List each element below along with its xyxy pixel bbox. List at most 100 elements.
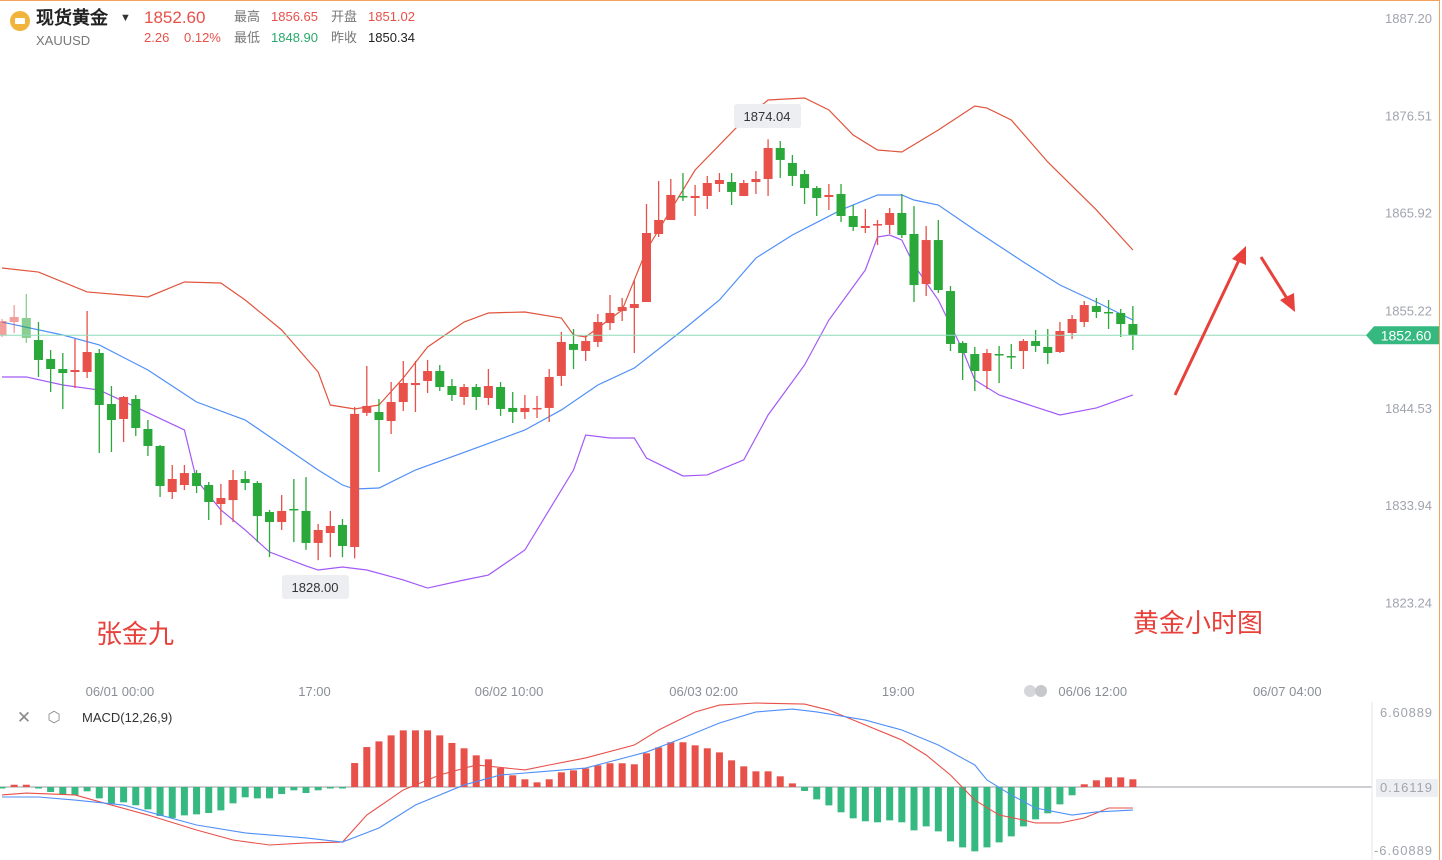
chevron-down-icon[interactable]: ▼: [120, 12, 131, 24]
candle: [265, 509, 275, 558]
candle-body: [678, 195, 688, 198]
macd-title: MACD(12,26,9): [82, 710, 173, 725]
macd-histogram-bar: [326, 787, 334, 789]
macd-histogram-bar: [788, 783, 796, 787]
candle-body: [33, 340, 43, 360]
candle-body: [374, 411, 384, 421]
price-change-pct: 0.12%: [184, 30, 221, 45]
candle-body: [824, 194, 834, 197]
macd-histogram-bar: [302, 787, 310, 794]
last-price-tag-label: 1852.60: [1381, 327, 1432, 343]
candle: [958, 341, 968, 380]
macd-histogram-bar: [1056, 787, 1064, 805]
low-marker: 1828.00: [282, 575, 349, 599]
macd-histogram-bar: [266, 787, 274, 799]
candle: [605, 294, 615, 330]
candle: [654, 180, 664, 238]
prev-close-value: 1850.34: [368, 30, 415, 45]
time-tick-label: 06/07 04:00: [1253, 684, 1322, 699]
candle: [374, 398, 384, 473]
prev-close-label: 昨收: [331, 30, 358, 45]
candle: [398, 360, 408, 411]
candle-body: [569, 343, 579, 350]
candle: [666, 178, 676, 221]
close-icon[interactable]: ✕: [16, 708, 32, 727]
macd-histogram-bar: [448, 742, 456, 787]
low-marker-label: 1828.00: [292, 580, 339, 595]
instrument-name[interactable]: 现货黄金: [36, 8, 108, 28]
candle: [9, 305, 19, 333]
candle-body: [167, 478, 177, 493]
candle: [836, 184, 846, 223]
macd-histogram-bar: [898, 787, 906, 823]
candle-body: [0, 321, 7, 336]
up-arrow-head: [1232, 246, 1246, 265]
price-change: 2.26: [144, 30, 170, 45]
candle: [848, 205, 858, 231]
candle: [70, 339, 80, 389]
candle-body: [289, 508, 299, 511]
candle-body: [435, 371, 445, 388]
macd-histogram-bar: [934, 787, 942, 832]
macd-histogram-bar: [509, 775, 517, 787]
candle-body: [447, 386, 457, 395]
macd-histogram-bar: [642, 753, 650, 787]
price-tick-label: 1887.20: [1385, 11, 1432, 26]
candle-body: [641, 232, 651, 303]
macd-histogram-bar: [290, 787, 298, 791]
candle: [119, 395, 129, 443]
macd-histogram-bar: [144, 787, 152, 810]
macd-histogram-bar: [874, 787, 882, 823]
candle-body: [970, 354, 980, 372]
candle-body: [265, 511, 275, 523]
candle: [216, 484, 226, 526]
macd-histogram-bar: [497, 768, 505, 787]
candle: [885, 208, 895, 235]
macd-histogram-bar: [910, 787, 918, 831]
candle: [471, 384, 481, 410]
candle-body: [629, 304, 639, 309]
candle-body: [21, 318, 31, 339]
candle: [982, 348, 992, 390]
candle-body: [1128, 324, 1138, 336]
macd-histogram-bar: [241, 787, 249, 798]
candle: [447, 378, 457, 402]
candle: [775, 141, 785, 178]
candle-body: [362, 405, 372, 413]
price-tick-label: 1855.22: [1385, 303, 1432, 318]
candle-body: [1043, 346, 1053, 354]
candle: [532, 395, 542, 419]
settings-icon[interactable]: ⬡: [47, 709, 61, 726]
candle-body: [228, 479, 238, 501]
candle-body: [909, 234, 919, 286]
candle-body: [471, 387, 481, 397]
candle: [909, 206, 919, 303]
candle: [1006, 343, 1016, 370]
macd-histogram-bar: [399, 730, 407, 787]
low-label: 最低: [234, 30, 261, 45]
macd-histogram-bar: [922, 787, 930, 827]
price-tick-label: 1823.24: [1385, 596, 1432, 611]
macd-histogram-bar: [667, 742, 675, 787]
candle-body: [240, 478, 250, 483]
macd-histogram-bar: [703, 748, 711, 787]
macd-histogram-bar: [1032, 787, 1040, 820]
macd-histogram-bar: [1019, 787, 1027, 827]
candle-body: [593, 322, 603, 342]
time-tick-label: 06/02 10:00: [475, 684, 544, 699]
candle: [325, 510, 335, 558]
candle-body: [277, 510, 287, 523]
candle-body: [1018, 341, 1028, 352]
candle-body: [885, 212, 895, 225]
candle: [1031, 329, 1041, 353]
candle-body: [46, 358, 56, 370]
candle: [702, 175, 712, 209]
price-tick-label: 1865.92: [1385, 206, 1432, 221]
candle: [873, 220, 883, 245]
macd-dif-line: [1, 702, 1133, 846]
time-tick-label: 06/03 02:00: [669, 684, 738, 699]
macd-histogram-bar: [278, 787, 286, 795]
gold-coin-icon: [10, 11, 30, 31]
candle-body: [483, 386, 493, 398]
